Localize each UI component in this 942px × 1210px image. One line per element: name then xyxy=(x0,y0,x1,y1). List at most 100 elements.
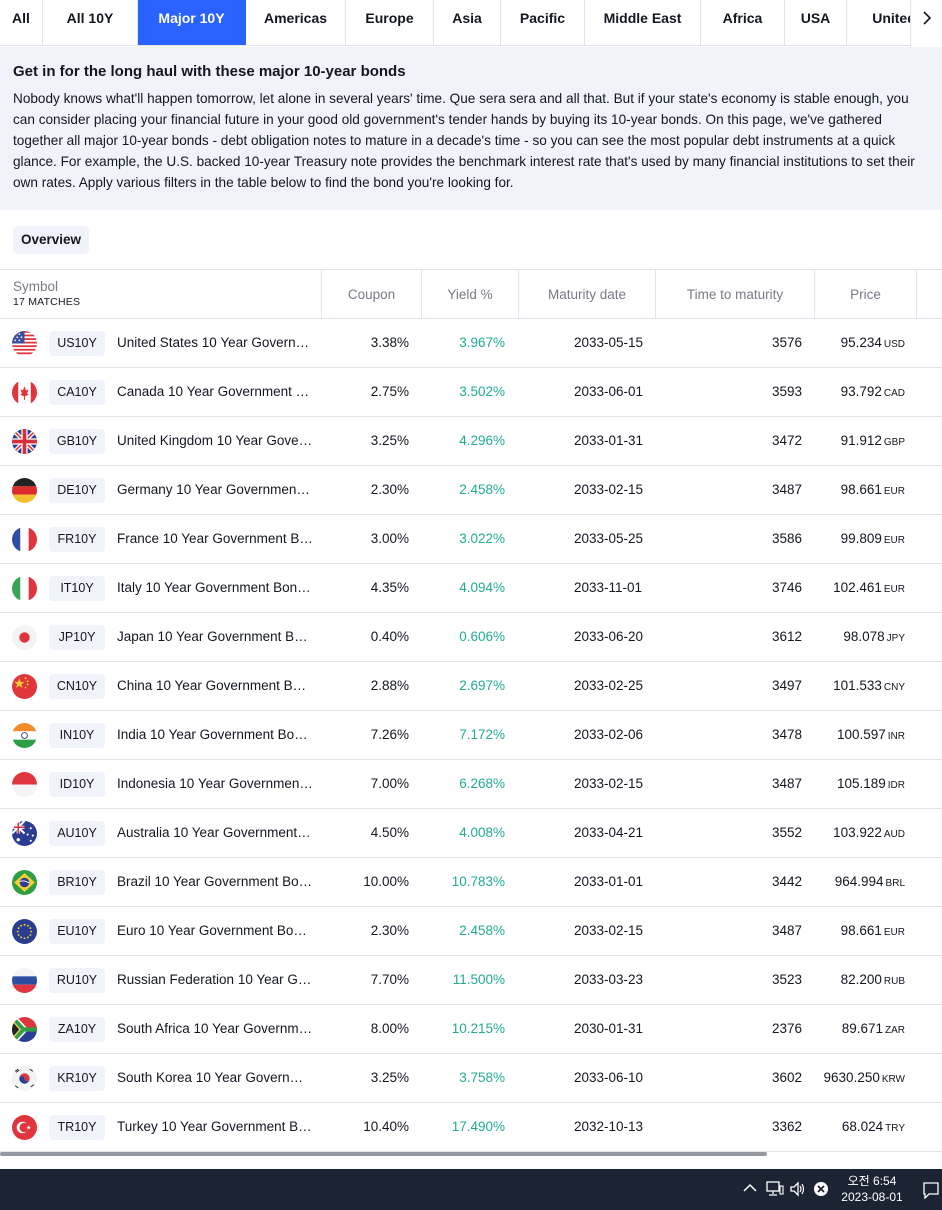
system-clock[interactable]: 오전 6:54 2023-08-01 xyxy=(836,1173,908,1205)
maturity-cell: 2033-06-01 xyxy=(574,384,644,399)
bond-description[interactable]: Russian Federation 10 Year Government Bo… xyxy=(117,972,313,987)
price-cell: 101.533 CNY xyxy=(833,662,905,712)
price-cell: 82.200 RUB xyxy=(841,956,905,1006)
close-circle-icon[interactable] xyxy=(813,1181,829,1197)
currency-code: USD xyxy=(883,339,905,350)
tab-pacific[interactable]: Pacific xyxy=(501,0,585,45)
symbol-column-header[interactable]: Symbol 17 MATCHES xyxy=(0,270,321,318)
currency-code: KRW xyxy=(881,1074,905,1085)
bond-description[interactable]: United Kingdom 10 Year Government Bonds … xyxy=(117,433,313,448)
coupon-cell: 3.25% xyxy=(370,1070,409,1085)
tab-major-10y[interactable]: Major 10Y xyxy=(138,0,246,45)
table-row[interactable]: CN10Y China 10 Year Government Bonds Yiel… xyxy=(0,662,942,711)
table-row[interactable]: US10Y United States 10 Year Government Bo… xyxy=(0,319,942,368)
ticker-badge[interactable]: EU10Y xyxy=(49,919,105,944)
overview-tab[interactable]: Overview xyxy=(13,226,90,254)
table-row[interactable]: BR10Y Brazil 10 Year Government Bonds Yie… xyxy=(0,858,942,907)
tab-americas[interactable]: Americas xyxy=(246,0,346,45)
id-flag-icon xyxy=(12,772,37,797)
table-row[interactable]: KR10Y South Korea 10 Year Government Bond… xyxy=(0,1054,942,1103)
table-row[interactable]: CA10Y Canada 10 Year Government Bonds Yie… xyxy=(0,368,942,417)
yield-column-header[interactable]: Yield % xyxy=(421,270,518,318)
bond-description[interactable]: France 10 Year Government Bonds Yield xyxy=(117,531,313,546)
tab-usa[interactable]: USA xyxy=(785,0,847,45)
bonds-table-body: US10Y United States 10 Year Government Bo… xyxy=(0,319,942,1152)
intro-panel: Get in for the long haul with these majo… xyxy=(0,47,942,210)
table-row[interactable]: ID10Y Indonesia 10 Year Government Bonds … xyxy=(0,760,942,809)
ticker-badge[interactable]: AU10Y xyxy=(49,821,105,846)
ticker-badge[interactable]: CN10Y xyxy=(49,674,105,699)
bond-description[interactable]: India 10 Year Government Bonds Yield xyxy=(117,727,313,742)
yield-cell: 3.967% xyxy=(459,335,505,350)
table-row[interactable]: AU10Y Australia 10 Year Government Bonds … xyxy=(0,809,942,858)
ticker-badge[interactable]: CA10Y xyxy=(49,380,105,405)
price-value: 68.024 xyxy=(841,1119,884,1134)
ticker-badge[interactable]: US10Y xyxy=(49,331,105,356)
ttm-cell: 3586 xyxy=(771,531,802,546)
ticker-badge[interactable]: TR10Y xyxy=(49,1115,105,1140)
bond-description[interactable]: South Africa 10 Year Government Bonds Yi… xyxy=(117,1021,313,1036)
tab-all-10y[interactable]: All 10Y xyxy=(43,0,138,45)
tab-europe[interactable]: Europe xyxy=(346,0,434,45)
tab-africa[interactable]: Africa xyxy=(701,0,785,45)
ticker-badge[interactable]: KR10Y xyxy=(49,1066,105,1091)
bond-description[interactable]: Indonesia 10 Year Government Bonds Yield xyxy=(117,776,313,791)
fr-flag-icon xyxy=(12,527,37,552)
table-row[interactable]: FR10Y France 10 Year Government Bonds Yie… xyxy=(0,515,942,564)
table-row[interactable]: EU10Y Euro 10 Year Government Bonds Yield… xyxy=(0,907,942,956)
table-row[interactable]: IT10Y Italy 10 Year Government Bonds Yiel… xyxy=(0,564,942,613)
network-icon[interactable] xyxy=(766,1181,784,1197)
tab-middle-east[interactable]: Middle East xyxy=(585,0,701,45)
ticker-badge[interactable]: JP10Y xyxy=(49,625,105,650)
bond-description[interactable]: China 10 Year Government Bonds Yield xyxy=(117,678,313,693)
ticker-badge[interactable]: BR10Y xyxy=(49,870,105,895)
price-column-header[interactable]: Price xyxy=(814,270,917,318)
table-row[interactable]: TR10Y Turkey 10 Year Government Bonds Yie… xyxy=(0,1103,942,1152)
windows-taskbar: 오전 6:54 2023-08-01 xyxy=(0,1169,942,1210)
tab-asia[interactable]: Asia xyxy=(434,0,501,45)
chevron-up-icon[interactable] xyxy=(743,1183,757,1193)
currency-code: ZAR xyxy=(885,1025,905,1036)
table-row[interactable]: RU10Y Russian Federation 10 Year Governme… xyxy=(0,956,942,1005)
bond-description[interactable]: Euro 10 Year Government Bonds Yield xyxy=(117,923,313,938)
price-cell: 89.671 ZAR xyxy=(842,1005,905,1055)
price-value: 105.189 xyxy=(836,776,886,791)
bond-description[interactable]: Canada 10 Year Government Bonds Yield xyxy=(117,384,313,399)
horizontal-scrollbar[interactable] xyxy=(0,1152,767,1156)
ticker-badge[interactable]: GB10Y xyxy=(49,429,105,454)
table-row[interactable]: GB10Y United Kingdom 10 Year Government B… xyxy=(0,417,942,466)
bond-description[interactable]: Australia 10 Year Government Bonds Yield xyxy=(117,825,313,840)
intro-body: Nobody knows what'll happen tomorrow, le… xyxy=(13,91,915,190)
ticker-badge[interactable]: DE10Y xyxy=(49,478,105,503)
ticker-badge[interactable]: RU10Y xyxy=(49,968,105,993)
notification-icon[interactable] xyxy=(922,1181,940,1199)
currency-code: RUB xyxy=(883,976,905,987)
bond-description[interactable]: Germany 10 Year Government Bonds Yield xyxy=(117,482,313,497)
ticker-badge[interactable]: FR10Y xyxy=(49,527,105,552)
volume-icon[interactable] xyxy=(789,1181,807,1197)
ttm-column-header[interactable]: Time to maturity xyxy=(655,270,814,318)
table-row[interactable]: JP10Y Japan 10 Year Government Bonds Yiel… xyxy=(0,613,942,662)
maturity-column-header[interactable]: Maturity date xyxy=(518,270,655,318)
ticker-badge[interactable]: IT10Y xyxy=(49,576,105,601)
bond-description[interactable]: Brazil 10 Year Government Bonds Yield xyxy=(117,874,313,889)
price-value: 964.994 xyxy=(834,874,884,889)
ticker-badge[interactable]: ID10Y xyxy=(49,772,105,797)
table-row[interactable]: DE10Y Germany 10 Year Government Bonds Yi… xyxy=(0,466,942,515)
clock-date: 2023-08-01 xyxy=(841,1190,903,1204)
bond-description[interactable]: United States 10 Year Government Bonds Y… xyxy=(117,335,313,350)
cn-flag-icon xyxy=(12,674,37,699)
tabs-scroll-right-button[interactable] xyxy=(910,0,942,46)
table-row[interactable]: IN10Y India 10 Year Government Bonds Yiel… xyxy=(0,711,942,760)
yield-cell: 10.783% xyxy=(451,874,505,889)
bond-description[interactable]: Turkey 10 Year Government Bonds Yield xyxy=(117,1119,313,1134)
bond-description[interactable]: Italy 10 Year Government Bonds Yield xyxy=(117,580,313,595)
ticker-badge[interactable]: ZA10Y xyxy=(49,1017,105,1042)
coupon-column-header[interactable]: Coupon xyxy=(321,270,421,318)
tab-all[interactable]: All xyxy=(0,0,43,45)
yield-cell: 3.758% xyxy=(459,1070,505,1085)
table-row[interactable]: ZA10Y South Africa 10 Year Government Bon… xyxy=(0,1005,942,1054)
ticker-badge[interactable]: IN10Y xyxy=(49,723,105,748)
bond-description[interactable]: Japan 10 Year Government Bonds Yield xyxy=(117,629,313,644)
bond-description[interactable]: South Korea 10 Year Government Bonds Yie… xyxy=(117,1070,313,1085)
